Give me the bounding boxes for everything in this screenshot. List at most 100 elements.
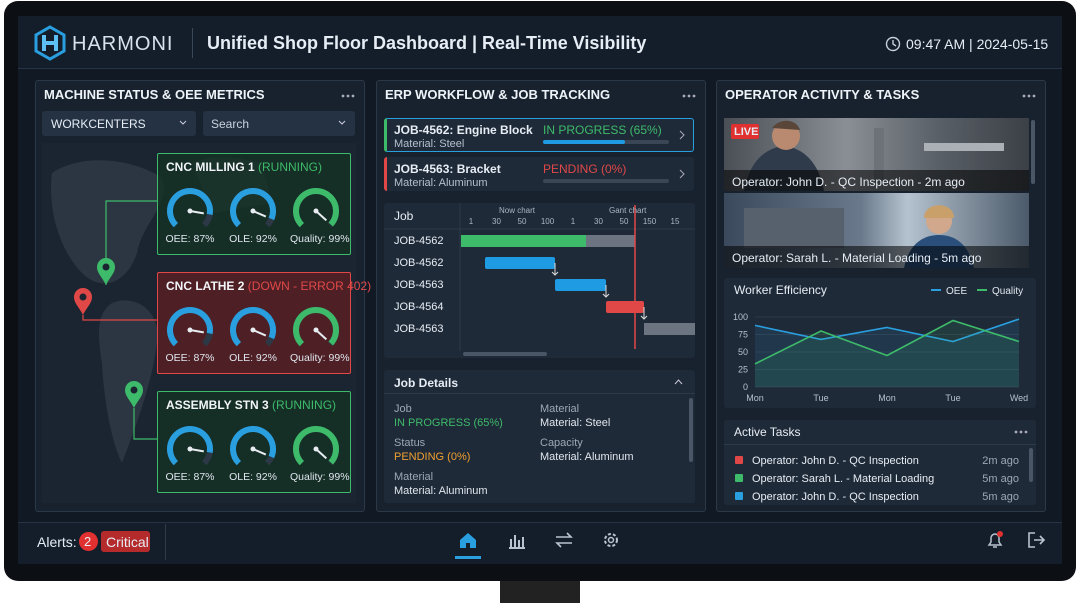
x-tick-label: Mon [746,393,764,403]
gauge-label: Quality: 99% [290,471,350,483]
panel-title: MACHINE STATUS & OEE METRICS [44,87,265,102]
job-card[interactable] [384,118,694,152]
live-label: LIVE [734,126,759,138]
location-pin [97,258,115,285]
legend-label: Quality [992,286,1023,297]
home-button[interactable] [458,531,478,549]
field-value: Material: Steel [540,417,611,429]
clock-icon [885,36,901,52]
field-value: Material: Aluminum [394,485,488,497]
scrollbar [1031,120,1035,184]
gauge-label: OEE: 87% [165,471,215,483]
collapse-icon[interactable] [674,379,683,385]
divider [165,524,166,560]
gauge [230,188,276,228]
active-indicator [455,556,481,559]
critical-badge[interactable] [101,531,150,552]
series-area [755,320,1019,387]
brand-logo [34,25,66,61]
analytics-button[interactable] [507,531,527,549]
search-box[interactable] [203,111,355,136]
gauge-label: Quality: 99% [290,352,350,364]
location-pin [74,288,92,315]
notifications-button[interactable] [985,530,1005,550]
gantt-row-label: JOB-4563 [394,279,444,291]
brand-name: HARMONI [72,33,174,55]
y-tick-label: 75 [738,330,748,340]
feed-caption: Operator: Sarah L. - Material Loading - … [732,251,982,265]
task-color [735,474,743,482]
connector [82,315,157,321]
gantt-tick: 50 [619,217,629,226]
search-placeholder: Search [211,117,250,131]
gantt-tick: 1 [570,217,576,226]
gauge-hub [187,327,193,333]
y-tick-label: 50 [738,347,748,357]
menu-dots[interactable] [682,94,696,98]
gantt-tick: 30 [594,217,603,226]
series-line [754,319,1020,365]
field-value: Material: Aluminum [540,451,634,463]
caption-bar [724,170,1029,191]
x-tick-label: Wed [1010,393,1028,403]
gantt-tick: 30 [492,217,501,226]
menu-dots[interactable] [1014,430,1028,434]
gauge [293,307,339,347]
pin-dot [102,263,110,271]
field-label: Job [394,403,412,415]
machine-name: ASSEMBLY STN 3 [166,398,269,412]
alert-count-badge[interactable] [79,532,98,551]
efficiency-chart [724,278,1036,408]
field-label: Material [540,403,580,415]
gauge-label: OEE: 87% [165,352,215,364]
gauge-arc [293,188,339,228]
section-title: Job Details [394,376,459,390]
settings-button[interactable] [601,530,621,550]
menu-dots[interactable] [341,94,355,98]
transfer-button[interactable] [554,531,574,549]
machine-card [157,153,351,255]
alerts-label: Alerts: [37,534,77,550]
gauge [230,307,276,347]
workcenter-dropdown[interactable] [42,111,196,136]
gauge-arc [167,426,213,466]
pin-dot [130,386,138,394]
gauge-hub [250,446,256,452]
field-label: Capacity [540,437,583,449]
job-status: IN PROGRESS (65%) [543,123,662,137]
job-material: Material: Aluminum [394,177,488,189]
gauge-label: OLE: 92% [229,471,277,483]
gantt-group: Now chart [499,206,536,215]
gantt-tick: 15 [670,217,680,226]
machine-card [157,272,351,374]
legend-label: OEE [946,286,967,297]
progress-fill [543,140,625,144]
gauge-arc [230,426,276,466]
machine-heading: ASSEMBLY STN 3 (RUNNING) [166,398,336,412]
task-text: Operator: John D. - QC Inspection [752,455,919,467]
y-tick-label: 100 [733,312,748,322]
menu-dots[interactable] [1022,94,1036,98]
gantt-column-label: Job [394,209,414,223]
pin-dot [79,293,87,301]
chevron [179,120,187,125]
gauge-label: Quality: 99% [290,233,350,245]
x-tick-label: Mon [878,393,896,403]
machine-status: (RUNNING) [272,398,337,412]
job-card[interactable] [384,157,694,191]
logout-button[interactable] [1027,531,1047,549]
job-details [384,370,695,503]
job-name: JOB-4562: Engine Block [394,123,533,137]
gauge-hub [313,327,319,333]
task-text: Operator: John D. - QC Inspection [752,491,919,503]
progress-track [543,179,669,183]
y-tick-label: 0 [743,382,748,392]
gauge [230,426,276,466]
caption-bar [724,246,1029,268]
machine-status: (RUNNING) [258,160,323,174]
gauge [293,426,339,466]
y-tick-label: 25 [738,365,748,375]
field-value: IN PROGRESS (65%) [394,417,503,429]
gauge [167,426,213,466]
